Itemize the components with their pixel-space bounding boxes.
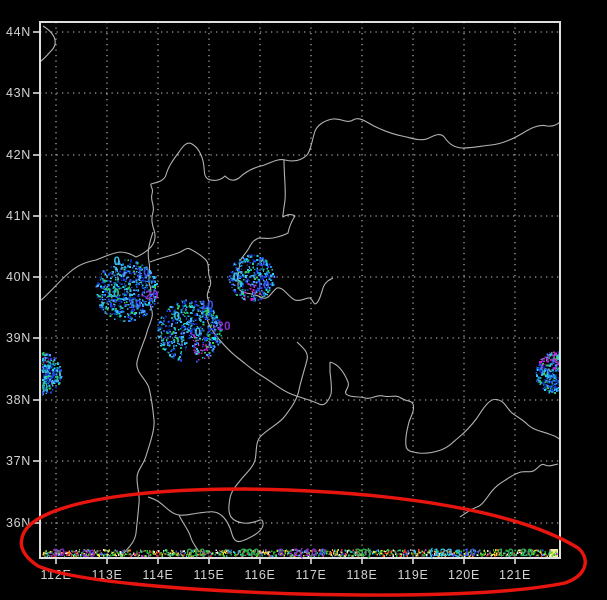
lon-label-114E: 114E	[142, 568, 173, 582]
grid-lines	[40, 22, 560, 558]
coastline-shandong	[459, 463, 559, 518]
strip-contour-label: 3	[278, 547, 284, 559]
lon-label-116E: 116E	[244, 568, 275, 582]
axis-labels: 112E 113E 114E 115E 116E 117E 118E 119E 120E 121E…	[6, 25, 531, 582]
axis-ticks	[33, 31, 516, 564]
strip-contour-label: 10	[305, 547, 318, 559]
radar-echo-center	[157, 299, 223, 363]
lon-label-118E: 118E	[346, 568, 377, 582]
lat-label-39N: 39N	[6, 331, 31, 345]
annotation-ellipse	[19, 487, 587, 597]
strip-contour-label: 10	[464, 547, 477, 559]
echo-contour-label: 0	[259, 257, 266, 269]
echo-contour-label: -20	[213, 321, 231, 333]
strip-contour-label: 3	[455, 548, 461, 560]
strip-contour-label: -2(	[289, 547, 303, 559]
lat-label-40N: 40N	[6, 270, 31, 284]
lon-label-119E: 119E	[397, 568, 428, 582]
strip-contour-label: 20	[83, 548, 96, 560]
province-border-west-vertical	[119, 231, 155, 559]
lon-label-115E: 115E	[193, 568, 224, 582]
echo-contour-label: -10	[252, 280, 270, 292]
province-border-north	[39, 118, 561, 302]
strip-speckles	[42, 549, 558, 558]
strip-contour-label: -30	[49, 547, 66, 559]
lon-label-120E: 120E	[448, 568, 480, 582]
lat-label-36N: 36N	[6, 516, 31, 530]
lat-label-43N: 43N	[6, 86, 31, 100]
radar-echoes	[41, 254, 561, 396]
map-frame	[39, 21, 561, 559]
echo-contour-label: -10	[196, 300, 214, 312]
lon-label-112E: 112E	[40, 568, 71, 582]
lon-label-117E: 117E	[295, 568, 326, 582]
strip-contour-label: 010	[186, 547, 205, 559]
lat-label-38N: 38N	[6, 393, 31, 407]
bottom-data-strip	[42, 549, 558, 558]
echo-contour-label: 0	[233, 272, 240, 284]
strip-contour-label: 0	[320, 547, 326, 559]
coastline-bohai	[329, 361, 561, 454]
lat-label-42N: 42N	[6, 148, 31, 162]
strip-contour-label: 30)	[355, 547, 372, 559]
contour-labels: -30 20 010 200 3 -2(10 0 30) (120 3 10 1 0 200-1010-…	[42, 256, 534, 560]
echo-contour-label: 0	[42, 382, 49, 394]
province-border-nw-arc	[39, 25, 56, 63]
radar-echo-west	[95, 259, 158, 322]
lon-label-121E: 121E	[499, 568, 531, 582]
radar-echo-northeast	[228, 254, 276, 302]
province-border-south	[147, 341, 308, 543]
echo-contour-label: 0	[195, 327, 202, 339]
radar-echo-east-edge	[535, 351, 561, 395]
echo-contour-label: 0	[174, 311, 181, 323]
radar-echo-west-edge	[41, 352, 63, 396]
province-borders	[39, 25, 561, 559]
echo-contour-label: 10	[106, 288, 120, 300]
strip-contour-label: 200	[240, 547, 259, 559]
echo-contour-label: -20	[141, 290, 159, 302]
lat-label-44N: 44N	[6, 25, 31, 39]
echo-contour-label: -10	[132, 267, 150, 279]
echo-contour-label: -10	[124, 299, 142, 311]
lat-label-41N: 41N	[6, 209, 31, 223]
province-border-south-spur	[178, 514, 200, 553]
strip-contour-label: 20	[521, 547, 534, 559]
echo-contour-label: 0	[114, 256, 121, 268]
strip-contour-label: 1 0	[498, 547, 514, 559]
strip-contour-label: (120	[429, 547, 452, 559]
lat-label-37N: 37N	[6, 454, 31, 468]
